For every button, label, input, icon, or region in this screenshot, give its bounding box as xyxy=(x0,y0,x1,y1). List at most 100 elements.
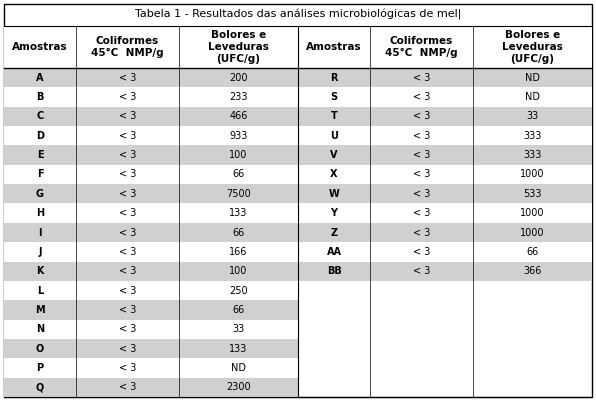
Text: < 3: < 3 xyxy=(119,266,136,276)
Bar xyxy=(4,107,298,126)
Bar xyxy=(4,320,298,339)
Text: R: R xyxy=(330,73,338,83)
Text: U: U xyxy=(330,131,338,141)
Text: < 3: < 3 xyxy=(119,324,136,334)
Text: 100: 100 xyxy=(229,266,248,276)
Text: C: C xyxy=(36,111,44,122)
Text: T: T xyxy=(331,111,337,122)
Text: B: B xyxy=(36,92,44,102)
Text: W: W xyxy=(328,189,339,199)
Text: 2300: 2300 xyxy=(226,382,251,392)
Text: 133: 133 xyxy=(229,344,248,354)
Text: Amostras: Amostras xyxy=(306,42,362,52)
Bar xyxy=(4,223,298,242)
Text: 100: 100 xyxy=(229,150,248,160)
Bar xyxy=(4,242,298,261)
Bar xyxy=(298,87,592,107)
Text: Tabela 1 - Resultados das análises microbiológicas de mel|: Tabela 1 - Resultados das análises micro… xyxy=(135,10,461,20)
Bar xyxy=(4,165,298,184)
Bar xyxy=(4,339,298,358)
Bar xyxy=(298,165,592,184)
Text: 33: 33 xyxy=(526,111,539,122)
Text: X: X xyxy=(330,170,338,179)
Text: < 3: < 3 xyxy=(119,286,136,296)
Bar xyxy=(4,300,298,320)
Text: 1000: 1000 xyxy=(520,208,545,218)
Bar xyxy=(298,184,592,203)
Bar xyxy=(4,378,298,397)
Text: Bolores e
Leveduras
(UFC/g): Bolores e Leveduras (UFC/g) xyxy=(502,30,563,65)
Bar xyxy=(4,358,298,378)
Text: < 3: < 3 xyxy=(119,344,136,354)
Text: < 3: < 3 xyxy=(119,92,136,102)
Text: < 3: < 3 xyxy=(119,73,136,83)
Bar xyxy=(298,126,592,146)
Text: D: D xyxy=(36,131,44,141)
Text: < 3: < 3 xyxy=(413,170,430,179)
Text: < 3: < 3 xyxy=(119,131,136,141)
Bar xyxy=(4,281,298,300)
Bar xyxy=(4,261,298,281)
Text: 1000: 1000 xyxy=(520,170,545,179)
Text: < 3: < 3 xyxy=(413,208,430,218)
Text: E: E xyxy=(37,150,44,160)
Text: < 3: < 3 xyxy=(119,305,136,315)
Text: ND: ND xyxy=(525,92,540,102)
Bar xyxy=(298,107,592,126)
Text: Amostras: Amostras xyxy=(12,42,68,52)
Text: Z: Z xyxy=(330,227,337,237)
Text: ND: ND xyxy=(525,73,540,83)
Bar xyxy=(298,146,592,165)
Bar xyxy=(4,26,592,68)
Text: < 3: < 3 xyxy=(119,111,136,122)
Text: < 3: < 3 xyxy=(119,208,136,218)
Bar xyxy=(298,242,592,261)
Bar xyxy=(4,184,298,203)
Text: < 3: < 3 xyxy=(413,111,430,122)
Text: Q: Q xyxy=(36,382,44,392)
Bar xyxy=(4,68,298,87)
Text: < 3: < 3 xyxy=(119,247,136,257)
Text: 333: 333 xyxy=(523,131,542,141)
Text: J: J xyxy=(38,247,42,257)
Text: 66: 66 xyxy=(232,170,244,179)
Text: < 3: < 3 xyxy=(119,189,136,199)
Text: 66: 66 xyxy=(232,227,244,237)
Text: 7500: 7500 xyxy=(226,189,251,199)
Text: F: F xyxy=(37,170,44,179)
Text: < 3: < 3 xyxy=(413,92,430,102)
Text: L: L xyxy=(37,286,43,296)
Text: < 3: < 3 xyxy=(119,150,136,160)
Bar xyxy=(298,68,592,87)
Text: S: S xyxy=(330,92,337,102)
Text: 1000: 1000 xyxy=(520,227,545,237)
Text: < 3: < 3 xyxy=(413,227,430,237)
Bar xyxy=(4,146,298,165)
Text: < 3: < 3 xyxy=(119,363,136,373)
Text: 166: 166 xyxy=(229,247,248,257)
Text: 200: 200 xyxy=(229,73,248,83)
Text: < 3: < 3 xyxy=(413,131,430,141)
Text: 66: 66 xyxy=(526,247,539,257)
Text: Bolores e
Leveduras
(UFC/g): Bolores e Leveduras (UFC/g) xyxy=(208,30,269,65)
Text: A: A xyxy=(36,73,44,83)
Bar xyxy=(4,203,298,223)
Text: < 3: < 3 xyxy=(413,73,430,83)
Text: < 3: < 3 xyxy=(413,189,430,199)
Text: < 3: < 3 xyxy=(413,266,430,276)
Text: V: V xyxy=(330,150,338,160)
Text: 250: 250 xyxy=(229,286,248,296)
Text: H: H xyxy=(36,208,44,218)
Text: O: O xyxy=(36,344,44,354)
Text: < 3: < 3 xyxy=(413,247,430,257)
Text: M: M xyxy=(35,305,45,315)
Text: 533: 533 xyxy=(523,189,542,199)
Text: Coliformes
45°C  NMP/g: Coliformes 45°C NMP/g xyxy=(385,36,458,58)
Text: < 3: < 3 xyxy=(119,382,136,392)
Text: < 3: < 3 xyxy=(413,150,430,160)
Text: 466: 466 xyxy=(229,111,248,122)
Text: 233: 233 xyxy=(229,92,248,102)
Text: 933: 933 xyxy=(229,131,248,141)
Bar xyxy=(298,203,592,223)
Text: < 3: < 3 xyxy=(119,227,136,237)
